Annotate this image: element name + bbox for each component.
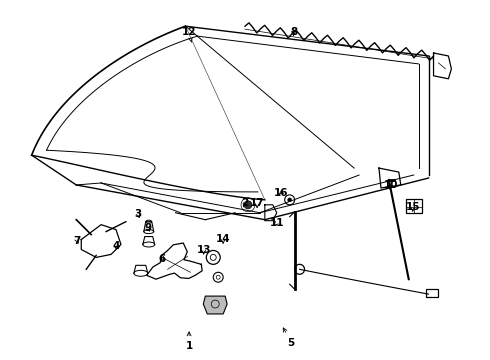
Text: 3: 3 [134, 209, 142, 219]
Text: 8: 8 [290, 27, 297, 37]
Text: 2: 2 [242, 198, 248, 208]
Text: 9: 9 [144, 223, 151, 233]
Circle shape [244, 201, 252, 209]
Bar [426, 289, 438, 297]
Text: 16: 16 [274, 188, 289, 198]
Circle shape [288, 198, 292, 202]
Text: 7: 7 [74, 236, 81, 246]
Text: 11: 11 [270, 218, 284, 228]
Text: 13: 13 [196, 245, 211, 255]
Polygon shape [203, 296, 227, 314]
Text: 1: 1 [185, 332, 193, 351]
Text: 10: 10 [384, 180, 398, 190]
Text: 15: 15 [406, 202, 420, 212]
Text: 5: 5 [283, 328, 295, 347]
Text: 4: 4 [113, 241, 120, 251]
Text: 17: 17 [250, 198, 265, 208]
Text: 6: 6 [159, 253, 166, 264]
Text: 12: 12 [182, 27, 196, 42]
Text: 14: 14 [216, 234, 230, 244]
